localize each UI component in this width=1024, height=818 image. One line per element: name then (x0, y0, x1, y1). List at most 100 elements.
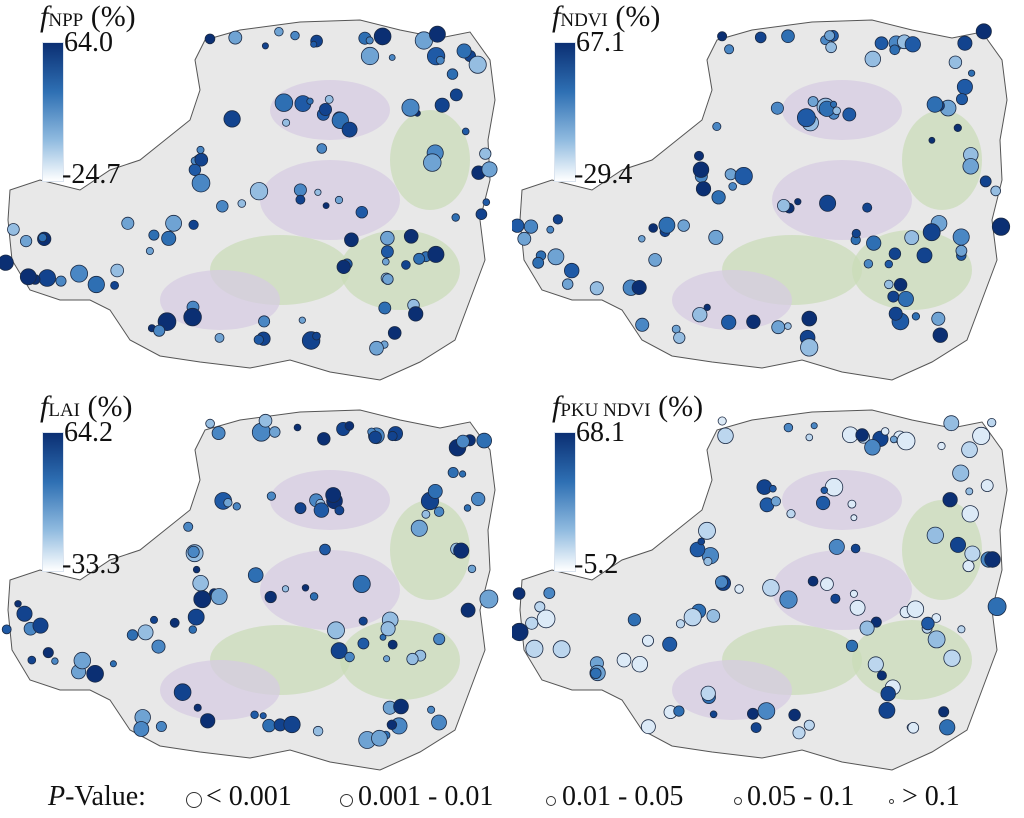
station-marker (842, 107, 857, 122)
station-marker (216, 200, 229, 213)
station-marker (525, 616, 539, 630)
station-marker (907, 721, 920, 734)
station-marker (784, 322, 792, 330)
station-marker (693, 150, 704, 161)
vegetation-texture (260, 550, 400, 630)
station-marker (525, 639, 544, 658)
station-marker (810, 422, 818, 430)
station-marker (42, 647, 54, 659)
station-marker (161, 230, 177, 246)
station-marker (631, 279, 647, 295)
station-marker (975, 23, 992, 40)
station-marker (264, 590, 277, 604)
station-marker (855, 428, 869, 442)
map-panel-npp: fNPP (%) 64.0 -24.7 (0, 0, 512, 390)
station-marker (512, 622, 529, 642)
station-marker (406, 652, 419, 666)
station-marker (689, 541, 706, 558)
station-marker (962, 560, 975, 573)
station-marker (368, 430, 382, 444)
map-panel-ndvi: fNDVI (%) 67.1 -29.4 (512, 0, 1024, 390)
station-marker (196, 145, 205, 154)
station-marker (137, 624, 154, 641)
vegetation-texture (902, 110, 982, 210)
station-marker (770, 496, 781, 507)
station-marker (990, 185, 1002, 197)
station-marker (803, 719, 815, 731)
station-marker (911, 312, 920, 321)
station-marker (456, 43, 472, 59)
station-marker (408, 306, 424, 322)
station-marker (957, 35, 973, 51)
station-marker (703, 303, 711, 311)
station-marker (482, 198, 491, 207)
colorbar-pku-ndvi (554, 432, 576, 572)
station-marker (460, 602, 476, 618)
colorbar-max-pku-ndvi: 68.1 (576, 417, 625, 448)
station-marker (904, 230, 920, 246)
station-marker (187, 608, 205, 626)
station-marker (110, 263, 124, 278)
station-marker (921, 616, 935, 631)
station-marker (70, 264, 88, 283)
station-marker (259, 712, 267, 720)
station-marker (393, 698, 409, 715)
station-marker (210, 588, 228, 605)
station-marker (849, 599, 866, 616)
station-marker (344, 232, 359, 248)
station-marker (344, 651, 355, 663)
station-marker (274, 93, 294, 112)
legend-symbol-4 (889, 799, 894, 804)
station-marker (433, 506, 445, 517)
panel-title-ndvi: fNDVI (%) (552, 0, 661, 33)
colorbar-max-npp: 64.0 (64, 27, 113, 58)
station-marker (32, 617, 49, 634)
station-marker (830, 593, 841, 604)
vegetation-texture (390, 500, 470, 600)
station-marker (927, 630, 946, 649)
station-marker (893, 278, 908, 292)
station-marker (819, 194, 837, 212)
station-marker (258, 413, 273, 428)
colorbar-min-npp: -24.7 (62, 159, 121, 190)
station-marker (961, 505, 979, 523)
station-marker (471, 491, 486, 507)
station-marker (781, 29, 795, 44)
station-marker (228, 30, 243, 45)
station-marker (979, 175, 992, 188)
station-marker (931, 311, 946, 326)
station-marker (309, 592, 319, 601)
station-marker (700, 685, 716, 701)
station-marker (413, 252, 426, 265)
station-marker (931, 613, 942, 623)
station-marker (274, 27, 284, 37)
station-marker (552, 214, 564, 225)
station-marker (283, 715, 301, 734)
station-marker (247, 567, 264, 583)
station-marker (728, 182, 738, 191)
station-marker (547, 248, 565, 266)
station-marker (770, 101, 784, 115)
station-marker (14, 600, 22, 608)
station-marker (878, 701, 896, 719)
station-marker (721, 314, 737, 330)
station-marker (446, 68, 459, 80)
station-marker (830, 100, 838, 108)
station-marker (794, 198, 802, 206)
region-map-ndvi (512, 19, 1011, 381)
station-marker (433, 633, 446, 646)
station-marker (187, 545, 200, 558)
station-marker (675, 619, 686, 629)
colorbar-max-lai: 64.2 (64, 417, 113, 448)
station-marker (874, 36, 889, 50)
station-marker (717, 416, 727, 426)
station-marker (939, 719, 956, 736)
vegetation-texture (902, 500, 982, 600)
station-marker (906, 600, 925, 618)
station-marker (724, 168, 737, 181)
station-marker (703, 556, 713, 566)
station-marker (991, 217, 1011, 236)
station-marker (468, 55, 487, 74)
station-marker (916, 247, 933, 264)
region-map-npp (0, 19, 498, 381)
